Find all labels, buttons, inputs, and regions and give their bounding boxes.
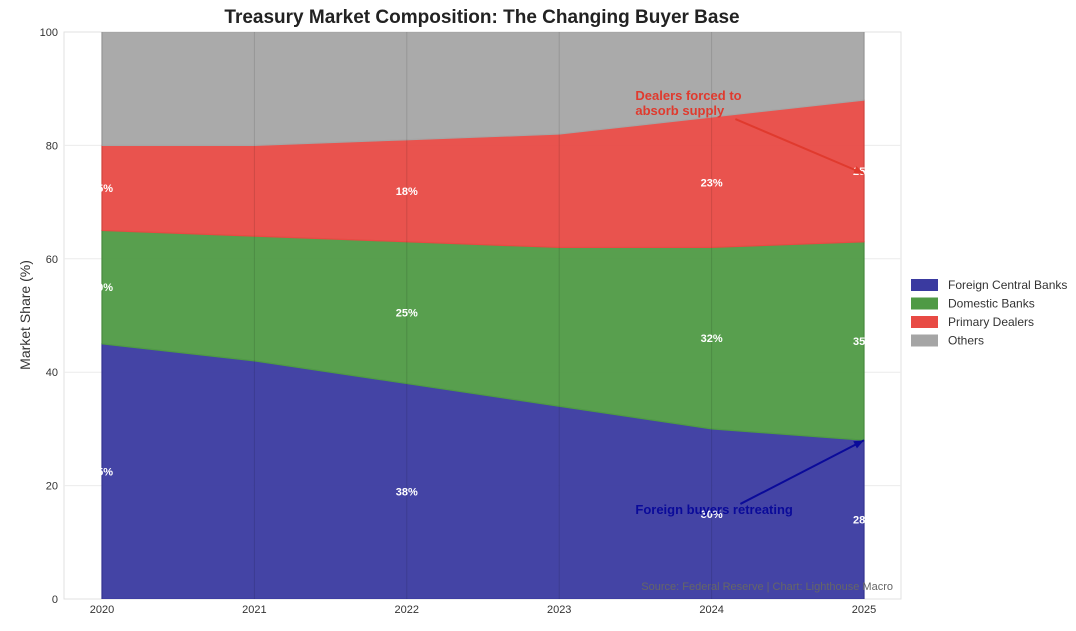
annotation-text: Foreign buyers retreating (635, 502, 793, 517)
legend-swatch (911, 316, 938, 328)
annotation-0: Dealers forced to absorb supply (635, 88, 865, 175)
y-tick-label: 100 (40, 27, 58, 39)
legend-swatch (911, 334, 938, 347)
data-label: 15% (91, 183, 113, 195)
x-tick-label: 2021 (242, 604, 266, 616)
annotation-arrowhead (853, 440, 864, 449)
legend-label: Primary Dealers (948, 315, 1034, 329)
data-label: 28% (853, 515, 875, 527)
stacked-areas (101, 32, 865, 599)
data-label: 45% (91, 466, 113, 478)
data-label: 32% (701, 333, 723, 345)
annotation-1: Foreign buyers retreating (635, 439, 865, 517)
data-label: 20% (91, 282, 113, 294)
data-label: 35% (853, 336, 875, 348)
annotations: Dealers forced to absorb supply Foreign bu… (635, 88, 865, 517)
legend-label: Foreign Central Banks (948, 278, 1067, 292)
y-tick-label: 60 (46, 254, 58, 266)
x-tick-label: 2022 (395, 604, 419, 616)
data-label: 23% (701, 177, 723, 189)
y-tick-label: 80 (46, 140, 58, 152)
data-label: 25% (396, 308, 418, 320)
x-tick-label: 2023 (547, 604, 571, 616)
area-series-3 (101, 32, 865, 146)
x-tick-label: 2024 (699, 604, 723, 616)
x-axis-ticks: 2020 2021 2022 2023 2024 2025 (90, 604, 876, 616)
y-tick-label: 40 (46, 367, 58, 379)
y-axis-label: Market Share (%) (17, 260, 33, 370)
annotation-text: Dealers forced to absorb supply (635, 88, 741, 118)
chart-title: Treasury Market Composition: The Changin… (224, 7, 739, 28)
x-tick-label: 2020 (90, 604, 114, 616)
vertical-grid (101, 32, 865, 599)
data-label: 38% (396, 486, 418, 498)
data-labels: 45%38%30% 28%20%25%32% 35%15% 18%23%25% (91, 166, 875, 527)
annotation-arrow (735, 118, 865, 175)
annotation-arrowhead (853, 166, 864, 174)
x-tick-label: 2025 (852, 604, 876, 616)
y-tick-label: 20 (46, 481, 58, 493)
legend-swatch (911, 297, 938, 310)
legend-label: Domestic Banks (948, 297, 1035, 311)
legend-label: Others (948, 334, 984, 348)
data-label: 18% (396, 186, 418, 198)
legend-swatch (911, 279, 938, 291)
annotation-arrow (739, 439, 865, 505)
legend: Foreign Central Banks Domestic Banks Prima… (906, 274, 1071, 354)
y-tick-label: 0 (52, 594, 58, 606)
y-axis-ticks: 0 20 40 60 80 100 (40, 27, 58, 606)
source-note: Source: Federal Reserve | Chart: Lightho… (641, 581, 893, 593)
data-label: 30% (701, 509, 723, 521)
